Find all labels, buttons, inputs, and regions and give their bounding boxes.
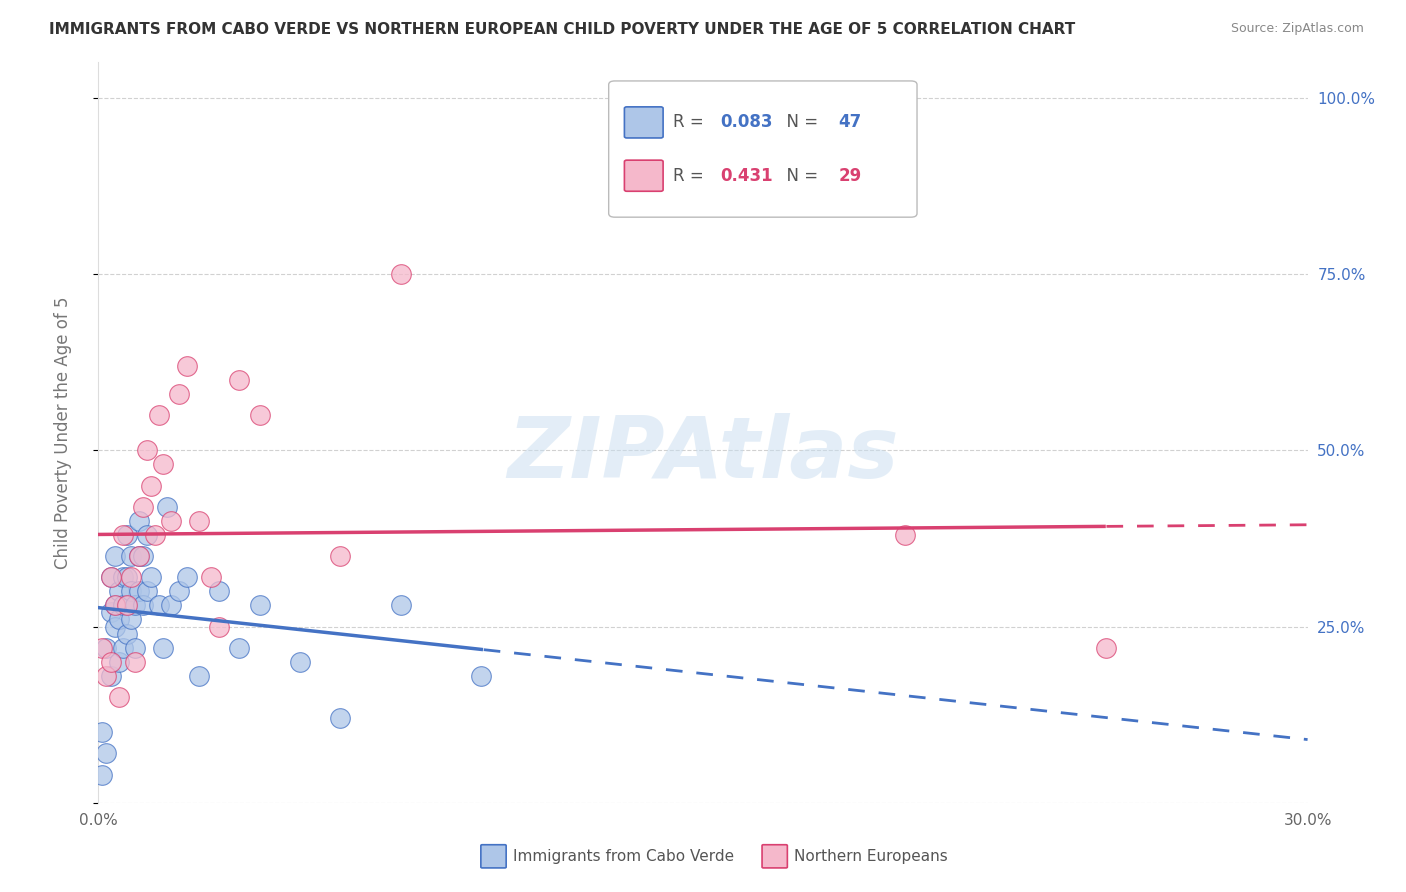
Point: [100, 570, 122, 584]
Text: R =: R =: [672, 113, 709, 131]
Point: [100, 606, 122, 620]
Point: [111, 528, 134, 542]
Text: Northern Europeans: Northern Europeans: [794, 849, 948, 863]
Point: [148, 599, 170, 613]
Point: [124, 599, 146, 613]
Point: [128, 549, 150, 563]
Point: [160, 514, 183, 528]
Point: [893, 528, 915, 542]
Point: [128, 514, 150, 528]
Point: [228, 373, 250, 387]
Point: [124, 640, 146, 655]
FancyBboxPatch shape: [481, 845, 506, 868]
Point: [100, 570, 122, 584]
FancyBboxPatch shape: [624, 107, 664, 138]
Point: [228, 640, 250, 655]
Point: [124, 655, 146, 669]
Point: [107, 612, 129, 626]
Point: [156, 500, 179, 514]
Point: [132, 599, 155, 613]
Point: [1095, 640, 1118, 655]
Point: [470, 669, 492, 683]
Point: [107, 690, 129, 704]
Point: [107, 584, 129, 599]
Point: [132, 549, 155, 563]
Text: 29: 29: [838, 167, 862, 185]
Point: [91, 640, 114, 655]
Point: [167, 584, 190, 599]
Point: [100, 655, 122, 669]
Point: [132, 500, 155, 514]
Point: [111, 640, 134, 655]
Point: [115, 599, 138, 613]
Point: [120, 570, 142, 584]
Point: [128, 549, 150, 563]
Text: Source: ZipAtlas.com: Source: ZipAtlas.com: [1230, 22, 1364, 36]
Text: 47: 47: [838, 113, 862, 131]
Point: [135, 528, 157, 542]
Point: [115, 626, 138, 640]
Text: Immigrants from Cabo Verde: Immigrants from Cabo Verde: [513, 849, 734, 863]
FancyBboxPatch shape: [762, 845, 787, 868]
Point: [152, 458, 174, 472]
Point: [115, 599, 138, 613]
Point: [91, 767, 114, 781]
Point: [135, 584, 157, 599]
Point: [120, 549, 142, 563]
Point: [120, 584, 142, 599]
Point: [143, 528, 166, 542]
Point: [128, 584, 150, 599]
Point: [91, 725, 114, 739]
Point: [103, 599, 125, 613]
Point: [115, 528, 138, 542]
Text: 0.431: 0.431: [720, 167, 772, 185]
Text: N =: N =: [776, 113, 823, 131]
Text: IMMIGRANTS FROM CABO VERDE VS NORTHERN EUROPEAN CHILD POVERTY UNDER THE AGE OF 5: IMMIGRANTS FROM CABO VERDE VS NORTHERN E…: [49, 22, 1076, 37]
Point: [176, 570, 198, 584]
Point: [107, 655, 129, 669]
Point: [120, 612, 142, 626]
Point: [329, 711, 352, 725]
Point: [96, 747, 118, 761]
Point: [103, 549, 125, 563]
Point: [288, 655, 311, 669]
Point: [103, 599, 125, 613]
Point: [188, 514, 211, 528]
Point: [148, 408, 170, 422]
Point: [200, 570, 222, 584]
FancyBboxPatch shape: [609, 81, 917, 217]
Text: 0.083: 0.083: [720, 113, 772, 131]
Point: [100, 669, 122, 683]
Point: [139, 478, 162, 492]
FancyBboxPatch shape: [624, 161, 664, 191]
Point: [208, 584, 231, 599]
Point: [176, 359, 198, 373]
Point: [111, 599, 134, 613]
Point: [139, 570, 162, 584]
Y-axis label: Child Poverty Under the Age of 5: Child Poverty Under the Age of 5: [53, 296, 72, 569]
Point: [152, 640, 174, 655]
Point: [389, 267, 412, 281]
Point: [167, 387, 190, 401]
Point: [96, 669, 118, 683]
Point: [103, 619, 125, 633]
Point: [96, 640, 118, 655]
Point: [115, 570, 138, 584]
Point: [111, 570, 134, 584]
Point: [208, 619, 231, 633]
Text: R =: R =: [672, 167, 709, 185]
Point: [329, 549, 352, 563]
Point: [160, 599, 183, 613]
Point: [389, 599, 412, 613]
Point: [249, 599, 271, 613]
Point: [249, 408, 271, 422]
Text: ZIPAtlas: ZIPAtlas: [508, 413, 898, 496]
Point: [135, 443, 157, 458]
Point: [188, 669, 211, 683]
Text: N =: N =: [776, 167, 823, 185]
